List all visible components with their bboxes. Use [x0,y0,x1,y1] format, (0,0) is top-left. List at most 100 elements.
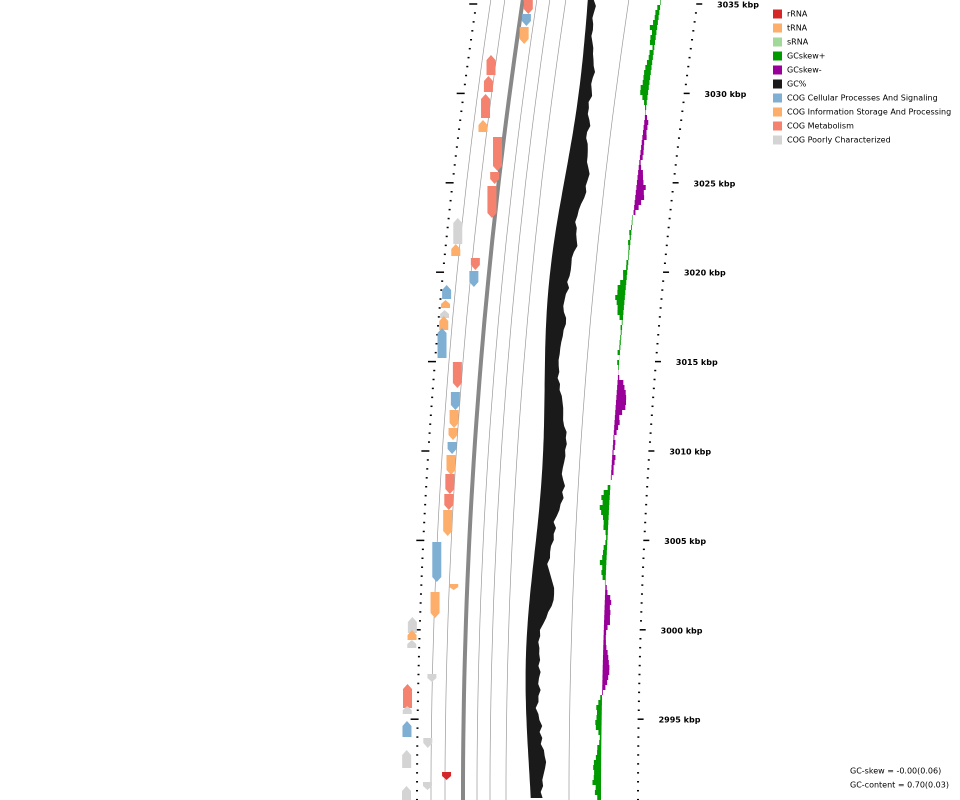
gc-skew [602,655,609,660]
gene [448,428,458,440]
gene [402,721,412,737]
gc-skew [599,505,610,510]
gene [487,186,497,218]
gene [478,120,488,132]
gc-skew [651,30,657,35]
legend-label: COG Cellular Processes And Signaling [787,94,938,103]
gc-skew [641,140,645,145]
gc-skew [613,430,617,435]
gc-skew [621,320,623,325]
gc-skew [620,325,623,330]
gc-skew [620,335,622,340]
gc-skew [636,185,646,190]
gene [442,772,452,780]
gc-skew [657,5,661,10]
gc-skew [628,240,631,245]
scale-label: 3010 kbp [669,448,711,457]
gc-skew [652,45,655,50]
gene [521,14,531,26]
gc-skew [617,385,625,390]
gene [490,172,500,184]
track-line [476,0,538,800]
gc-skew [644,100,647,105]
stat-text: GC-skew = -0.00(0.06) [850,767,941,776]
gc-skew [593,765,602,770]
legend-label: rRNA [787,10,808,19]
legend-swatch [773,107,782,117]
gc-skew [603,650,608,655]
legend-label: GCskew+ [787,52,825,61]
gene [451,244,461,256]
gc-skew [616,395,627,400]
gc-content [525,0,596,798]
gc-skew [615,410,623,415]
gc-skew [602,685,606,690]
gc-skew [597,745,602,750]
gene [452,362,462,388]
gc-skew [603,520,609,525]
gene [439,316,449,330]
gc-skew [648,55,653,60]
gene [440,310,450,318]
gc-skew [603,545,608,550]
gc-skew [602,555,607,560]
gc-skew [617,375,620,380]
gc-skew [650,35,656,40]
gc-skew [599,560,607,565]
gc-skew [614,415,620,420]
track-line [505,0,567,800]
gc-skew [592,780,602,785]
gc-skew [598,700,602,705]
gc-skew [602,670,610,675]
gene [447,442,457,454]
gc-skew [604,610,611,615]
gc-skew [604,595,611,600]
gc-skew [617,350,620,355]
gc-skew [634,205,639,210]
gene [523,0,533,14]
gene [423,738,433,748]
gene [407,630,417,640]
legend-swatch [773,135,782,145]
gc-skew [603,640,606,645]
gc-skew [600,695,603,700]
gc-skew [660,0,661,5]
gc-skew [597,795,602,800]
gc-skew [642,95,648,100]
gc-skew [601,570,606,575]
legend-label: COG Information Storage And Processing [787,108,951,117]
gc-skew [602,515,609,520]
gc-skew [634,200,642,205]
gene [407,617,417,633]
track-line [444,0,506,800]
gc-skew [614,420,620,425]
gc-skew [605,530,608,535]
gc-skew [655,10,660,15]
gc-skew [610,475,612,480]
gc-skew [613,440,616,445]
gene [453,218,463,244]
gc-skew [649,40,656,45]
gc-skew [645,65,652,70]
gc-skew [595,785,602,790]
gc-skew [644,110,646,115]
scale-label: 3025 kbp [694,179,736,188]
gene [449,584,459,590]
gc-skew [603,645,607,650]
gene [443,510,453,536]
gc-skew [617,310,624,315]
gc-skew [597,750,602,755]
gc-skew [593,775,602,780]
gc-skew [617,290,626,295]
gc-skew [626,260,629,265]
gc-skew [615,295,625,300]
gc-skew [620,330,622,335]
track-line [489,0,551,800]
gc-skew [646,60,653,65]
gc-skew [631,220,633,225]
gc-skew [603,490,610,495]
gene [423,782,433,790]
gc-skew [613,435,615,440]
gc-skew [603,630,607,635]
